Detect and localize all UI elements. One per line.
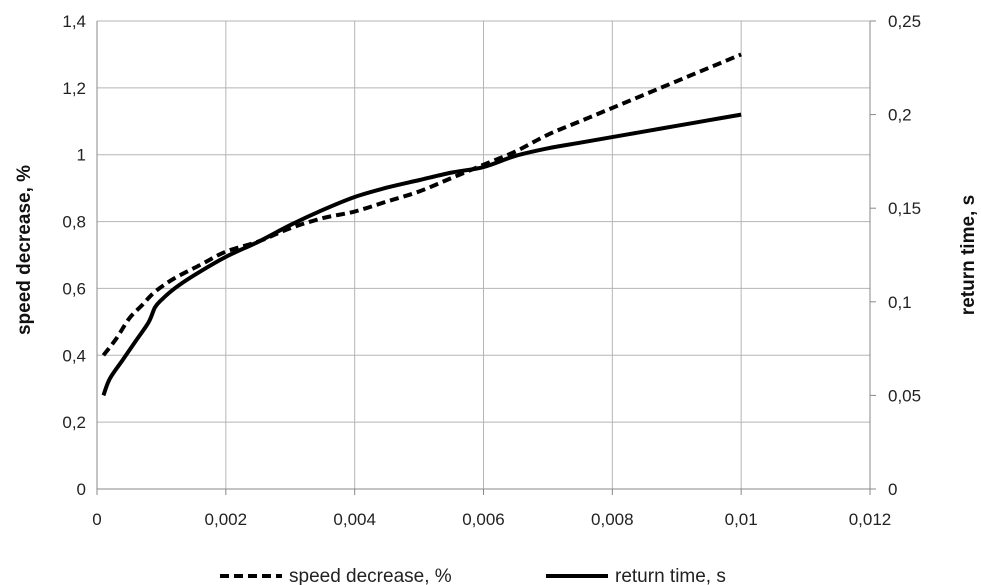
y-left-tick-label: 0,6 [62, 279, 86, 298]
x-tick-label: 0,012 [849, 510, 892, 529]
y-right-tick-label: 0 [888, 480, 897, 499]
y-right-tick-label: 0,15 [888, 199, 921, 218]
x-tick-label: 0,002 [205, 510, 248, 529]
x-tick-label: 0 [92, 510, 101, 529]
y-right-axis-title: return time, s [958, 195, 979, 315]
y-left-tick-label: 1,2 [62, 79, 86, 98]
x-tick-label: 0,006 [462, 510, 505, 529]
axes [96, 20, 876, 495]
y-left-axis-title: speed decrease, % [14, 165, 35, 335]
y-left-tick-label: 0 [77, 480, 86, 499]
y-left-tick-label: 0,2 [62, 413, 86, 432]
x-tick-label: 0,008 [591, 510, 634, 529]
legend-label-speed-decrease: speed decrease, % [289, 566, 452, 585]
series-line-speed-decrease [101, 52, 742, 357]
y-left-tick-label: 1 [77, 146, 86, 165]
y-right-tick-label: 0,05 [888, 386, 921, 405]
y-left-tick-label: 0,4 [62, 346, 86, 365]
tick-labels: 0 0,2 0,4 0,6 0,8 1 1,2 1,4 0 0,002 0,004 0,006 0,00… [62, 12, 921, 529]
grid [96, 20, 871, 490]
y-left-tick-label: 0,8 [62, 213, 86, 232]
legend-label-return-time: return time, s [615, 566, 726, 585]
legend: speed decrease, % return time, s [220, 566, 726, 585]
x-tick-label: 0,004 [333, 510, 376, 529]
y-right-tick-label: 0,1 [888, 293, 912, 312]
y-right-tick-label: 0,2 [888, 106, 912, 125]
y-right-tick-label: 0,25 [888, 12, 921, 31]
plot-series [101, 52, 742, 397]
series-line-return-time [101, 112, 742, 397]
y-left-tick-label: 1,4 [62, 12, 86, 31]
x-tick-label: 0,01 [725, 510, 758, 529]
